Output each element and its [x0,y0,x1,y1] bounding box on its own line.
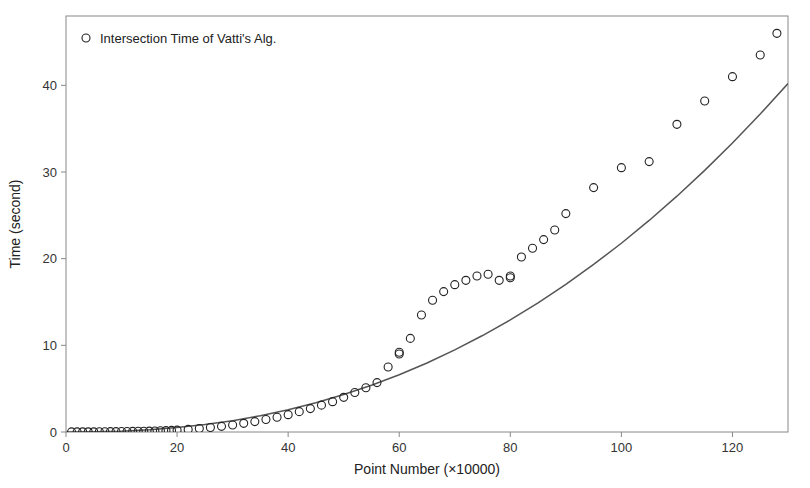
plot-data [67,29,788,432]
scatter-point [284,411,292,419]
chart-container: 0 20 40 60 80 100 120 0 10 20 30 40 Point Number (×1… [0,0,810,488]
scatter-point [562,210,570,218]
scatter-point [406,334,414,342]
scatter-point [251,418,259,426]
x-tick-label: 20 [170,440,184,455]
plot-frame [66,16,788,432]
x-tick [177,432,178,437]
scatter-point [295,408,303,416]
scatter-point [362,384,370,392]
scatter-point [195,425,203,432]
y-tick-label: 10 [43,338,57,353]
scatter-point [373,379,381,387]
scatter-point [773,29,781,37]
scatter-point [184,425,192,432]
scatter-point [317,401,325,409]
scatter-point [462,276,470,284]
scatter-point [590,184,598,192]
x-tick-label: 60 [392,440,406,455]
scatter-point [451,281,459,289]
scatter-point [229,421,237,429]
scatter-point [673,120,681,128]
y-tick [61,432,66,433]
scatter-point [417,311,425,319]
y-tick [61,345,66,346]
x-tick-label: 0 [62,440,69,455]
scatter-point [218,422,226,430]
scatter-point [395,348,403,356]
scatter-point [440,288,448,296]
scatter-point [206,423,214,431]
y-tick-label: 40 [43,78,57,93]
x-axis-label: Point Number (×10000) [354,461,500,477]
x-tick [66,432,67,437]
scatter-point [473,272,481,280]
scatter-point [173,426,181,432]
scatter-point [329,398,337,406]
scatter-point [262,415,270,423]
x-tick [288,432,289,437]
scatter-point [384,363,392,371]
scatter-point [240,419,248,427]
y-tick [61,258,66,259]
y-tick-label: 30 [43,165,57,180]
scatter-point [340,393,348,401]
scatter-point [351,389,359,397]
scatter-point [756,51,764,59]
legend: Intersection Time of Vatti's Alg. [82,31,276,46]
x-tick-label: 40 [281,440,295,455]
y-tick [61,172,66,173]
scatter-point [495,276,503,284]
x-tick-label: 120 [722,440,744,455]
scatter-point [484,270,492,278]
scatter-point [540,236,548,244]
scatter-point [617,164,625,172]
x-tick [510,432,511,437]
legend-label: Intersection Time of Vatti's Alg. [100,31,276,46]
fit-line [67,84,788,432]
scatter-point [506,272,514,280]
y-tick-label: 20 [43,251,57,266]
scatter-point [306,405,314,413]
y-axis-label: Time (second) [7,180,23,269]
scatter-point [273,413,281,421]
scatter-point [517,253,525,261]
x-tick [732,432,733,437]
x-tick-label: 80 [503,440,517,455]
scatter-point [728,73,736,81]
scatter-point [701,97,709,105]
scatter-point [429,296,437,304]
legend-marker [82,34,90,42]
chart-svg: 0 20 40 60 80 100 120 0 10 20 30 40 Point Number (×1… [0,0,810,488]
y-tick-label: 0 [50,425,57,440]
x-tick-label: 100 [611,440,633,455]
x-tick [621,432,622,437]
scatter-point [551,226,559,234]
x-tick [399,432,400,437]
y-tick [61,85,66,86]
scatter-point [645,158,653,166]
scatter-point [529,244,537,252]
